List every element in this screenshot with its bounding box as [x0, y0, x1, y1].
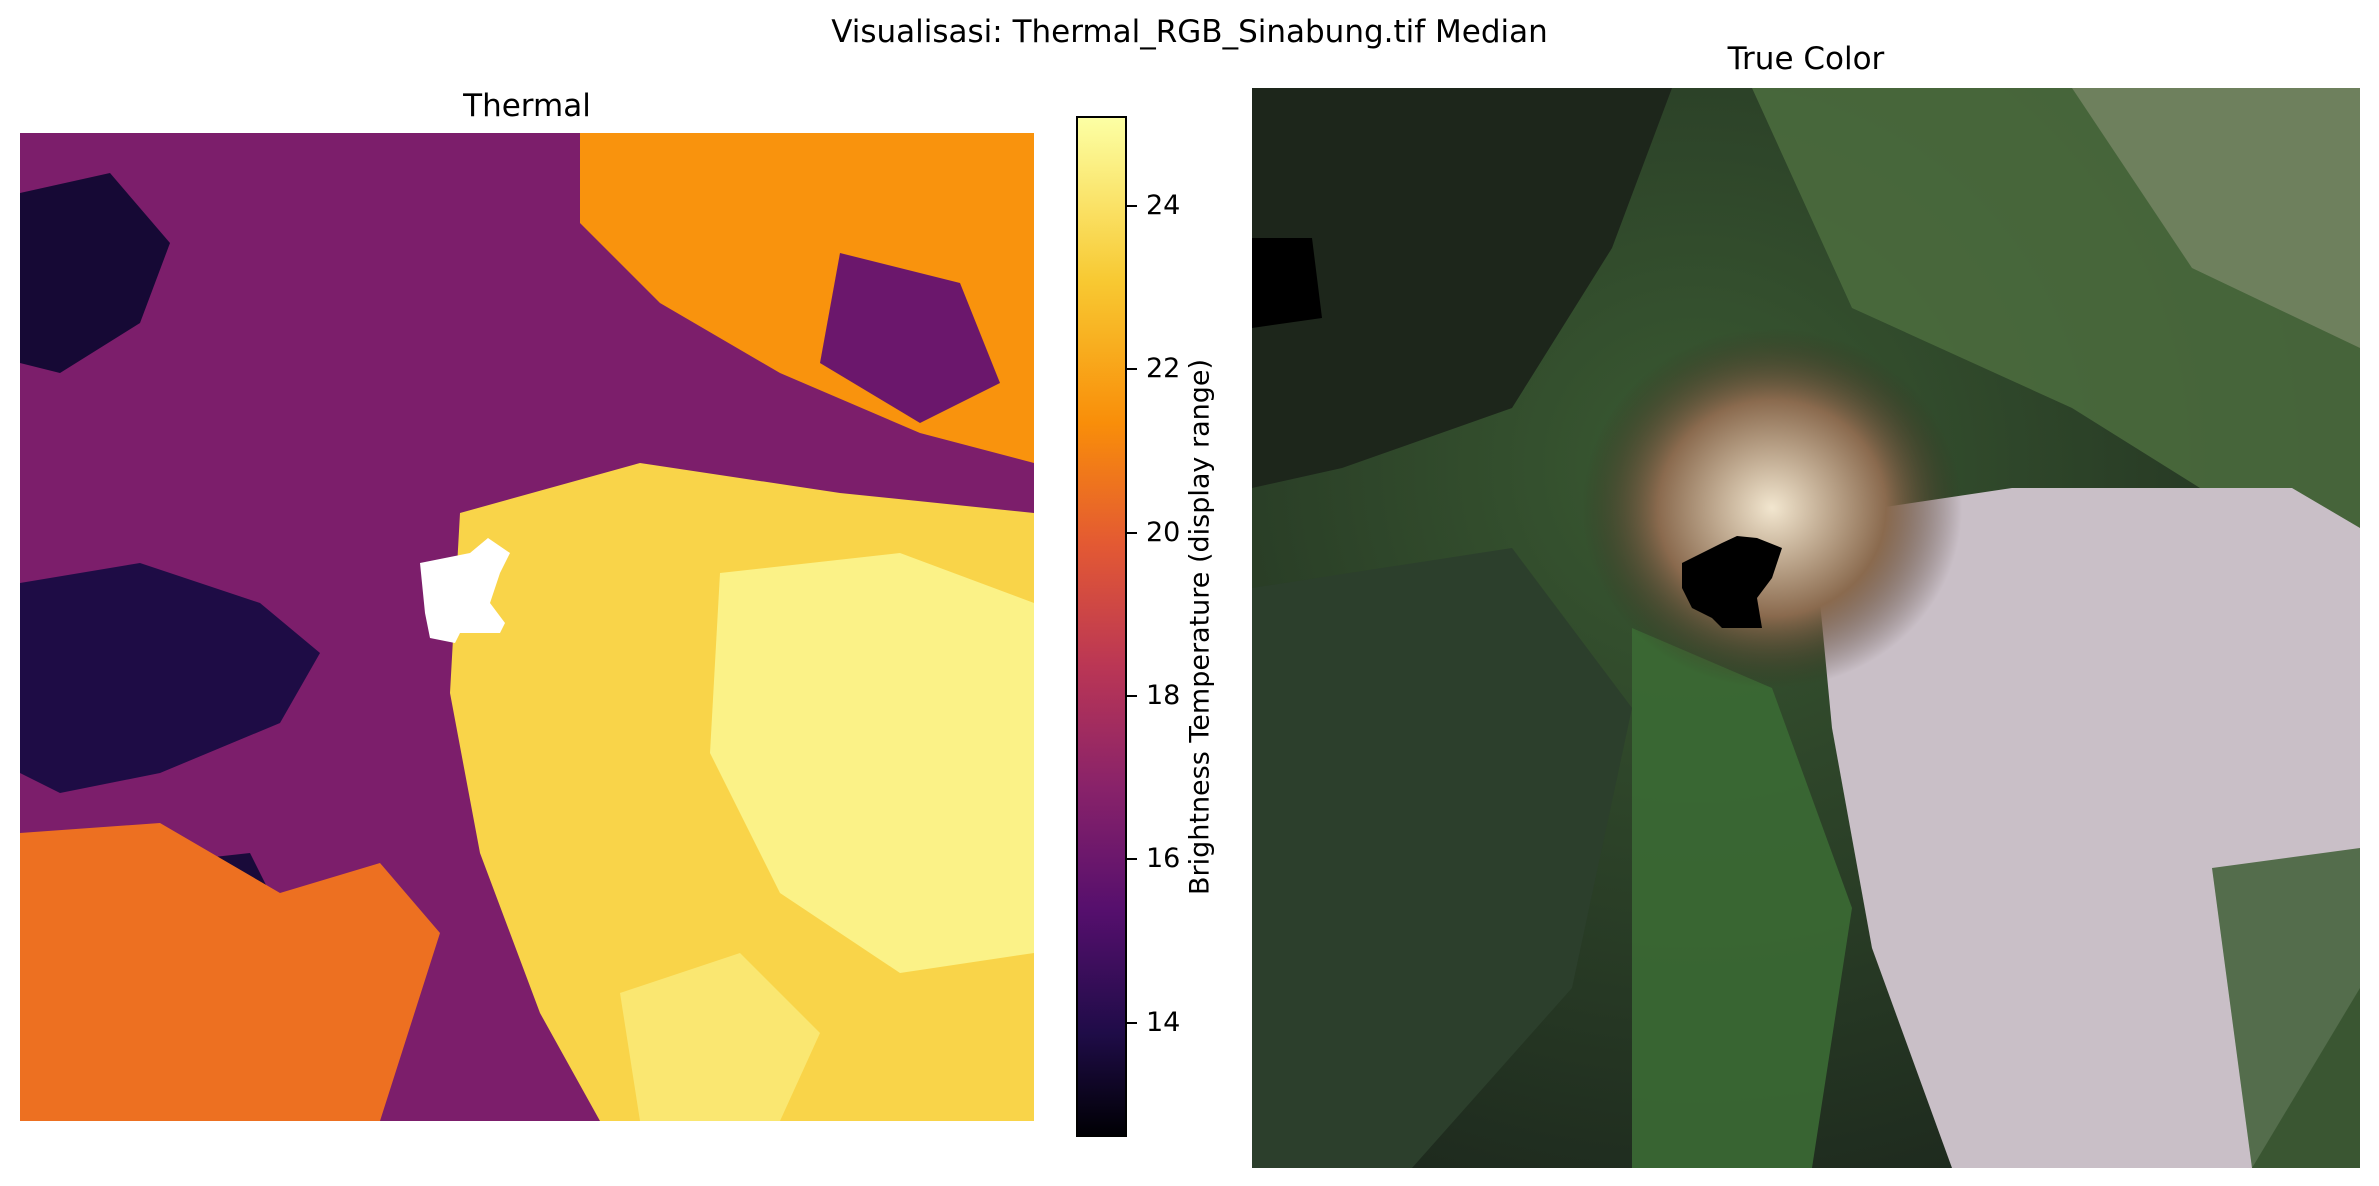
colorbar-tick-label: 18	[1146, 679, 1181, 711]
pyroclastic-deposit	[1812, 488, 2360, 1168]
region-cool-band-east	[820, 253, 1000, 423]
colorbar-tick-label: 14	[1146, 1006, 1181, 1038]
colorbar-tick-label: 16	[1146, 843, 1181, 875]
truecolor-svg	[1252, 88, 2360, 1168]
dark-forest-northwest	[1252, 88, 1672, 488]
forest-southwest	[1252, 548, 1632, 1168]
region-hot-east-core	[710, 553, 1034, 973]
colorbar-tick	[1127, 531, 1137, 534]
region-cold-patch-west-2	[20, 563, 320, 793]
colorbar-tick-label: 22	[1146, 353, 1181, 385]
region-hot-south	[620, 953, 820, 1121]
green-edge-southeast	[2212, 848, 2360, 1168]
green-slope-south	[1632, 628, 1852, 1168]
colorbar-tick	[1127, 694, 1137, 697]
colorbar-tick-label: 24	[1146, 189, 1181, 221]
region-cold-patch-west-1	[20, 173, 170, 373]
truecolor-title: True Color	[1727, 41, 1885, 77]
colorbar-label: Brightness Temperature (display range)	[1184, 358, 1216, 896]
nodata-patch-west	[1252, 238, 1322, 328]
truecolor-image	[1252, 88, 2360, 1168]
colorbar-tick	[1127, 204, 1137, 207]
nodata-summit-mask	[1682, 536, 1782, 628]
bright-fields-northeast	[2072, 88, 2360, 348]
thermal-heatmap	[20, 133, 1034, 1121]
colorbar-tick	[1127, 368, 1137, 371]
nodata-summit-mask	[420, 538, 510, 643]
region-warm-southwest	[20, 823, 440, 1121]
colorbar-tick	[1127, 1021, 1137, 1024]
colorbar	[1076, 116, 1127, 1137]
thermal-title: Thermal	[463, 88, 591, 124]
colorbar-tick-label: 20	[1146, 516, 1181, 548]
colorbar-tick	[1127, 858, 1137, 861]
summit-ash	[1582, 328, 1962, 688]
figure-title: Visualisasi: Thermal_RGB_Sinabung.tif Me…	[831, 14, 1548, 50]
thermal-svg	[20, 133, 1034, 1121]
